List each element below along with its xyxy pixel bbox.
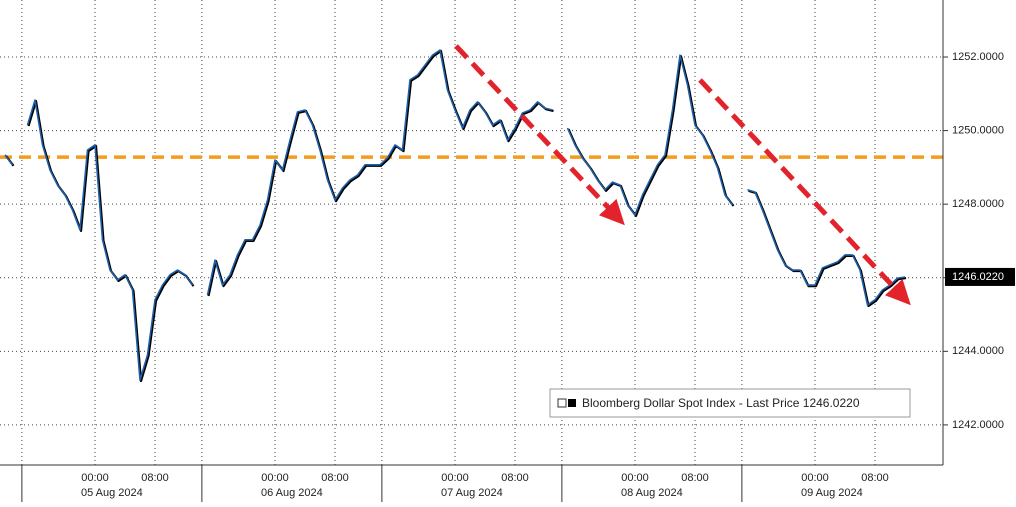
x-tick-label: 08:00 — [141, 472, 169, 484]
x-tick-label: 08:00 — [501, 472, 529, 484]
x-group-label: 09 Aug 2024 — [801, 487, 863, 499]
legend-label: Bloomberg Dollar Spot Index - Last Price… — [582, 396, 860, 410]
y-tick-label: 1252.0000 — [952, 51, 1004, 63]
grid-layer — [0, 0, 943, 465]
last-price-box — [945, 267, 1015, 286]
legend-box — [549, 388, 911, 418]
trend-arrow — [454, 44, 625, 226]
x-tick-label: 08:00 — [321, 472, 349, 484]
y-tick-label: 1248.0000 — [952, 198, 1004, 210]
line-layer — [4, 49, 907, 383]
legend: Bloomberg Dollar Spot Index - Last Price… — [549, 388, 911, 418]
trend-arrow — [698, 78, 911, 306]
legend-icon — [557, 398, 567, 408]
x-tick-label: 08:00 — [861, 472, 889, 484]
y-tick-label: 1242.0000 — [952, 419, 1004, 431]
x-group-label: 07 Aug 2024 — [441, 487, 503, 499]
x-tick-label: 00:00 — [801, 472, 829, 484]
x-tick-label: 08:00 — [681, 472, 709, 484]
legend-last-price: 1246.0220 — [803, 396, 860, 410]
legend-series-name: Bloomberg Dollar Spot Index - Last Price — [582, 396, 800, 410]
x-tick-label: 00:00 — [441, 472, 469, 484]
legend-icon — [568, 399, 576, 407]
x-group-label: 08 Aug 2024 — [621, 487, 683, 499]
x-group-label: 05 Aug 2024 — [81, 487, 143, 499]
y-tick-label: 1250.0000 — [952, 125, 1004, 137]
last-price-label: 1246.0220 — [952, 271, 1004, 283]
x-tick-label: 00:00 — [621, 472, 649, 484]
y-tick-label: 1244.0000 — [952, 345, 1004, 357]
price-line — [4, 49, 906, 381]
x-group-label: 06 Aug 2024 — [261, 487, 323, 499]
x-tick-label: 00:00 — [261, 472, 289, 484]
price-line-shadow — [5, 49, 907, 383]
x-tick-label: 00:00 — [81, 472, 109, 484]
